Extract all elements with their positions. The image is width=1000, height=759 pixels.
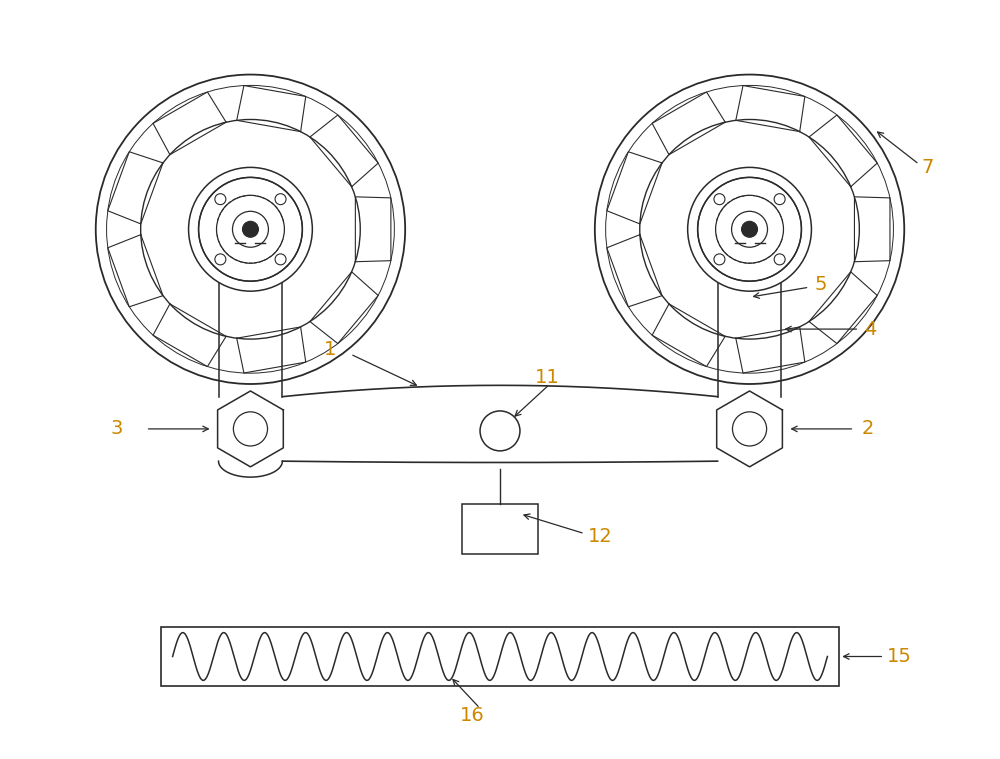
Text: 15: 15 <box>887 647 912 666</box>
Circle shape <box>215 194 226 205</box>
Text: 3: 3 <box>111 420 123 439</box>
Circle shape <box>275 254 286 265</box>
Text: 4: 4 <box>864 320 877 339</box>
Bar <box>161 626 839 686</box>
Circle shape <box>698 178 801 281</box>
Text: 5: 5 <box>814 275 827 294</box>
Circle shape <box>774 194 785 205</box>
Circle shape <box>199 178 302 281</box>
Circle shape <box>215 254 226 265</box>
Polygon shape <box>218 391 283 467</box>
Circle shape <box>714 194 725 205</box>
Circle shape <box>242 222 258 238</box>
Circle shape <box>480 411 520 451</box>
Circle shape <box>233 412 268 446</box>
Text: 1: 1 <box>324 339 336 358</box>
Text: 12: 12 <box>588 528 613 546</box>
Circle shape <box>742 222 758 238</box>
Circle shape <box>714 254 725 265</box>
Bar <box>462 504 538 553</box>
Text: 11: 11 <box>535 367 560 386</box>
Text: 16: 16 <box>460 706 484 725</box>
Circle shape <box>688 168 811 291</box>
Circle shape <box>774 254 785 265</box>
Polygon shape <box>717 391 782 467</box>
Circle shape <box>275 194 286 205</box>
Text: 7: 7 <box>921 158 934 177</box>
Circle shape <box>189 168 312 291</box>
Circle shape <box>732 412 767 446</box>
Text: 2: 2 <box>861 420 874 439</box>
